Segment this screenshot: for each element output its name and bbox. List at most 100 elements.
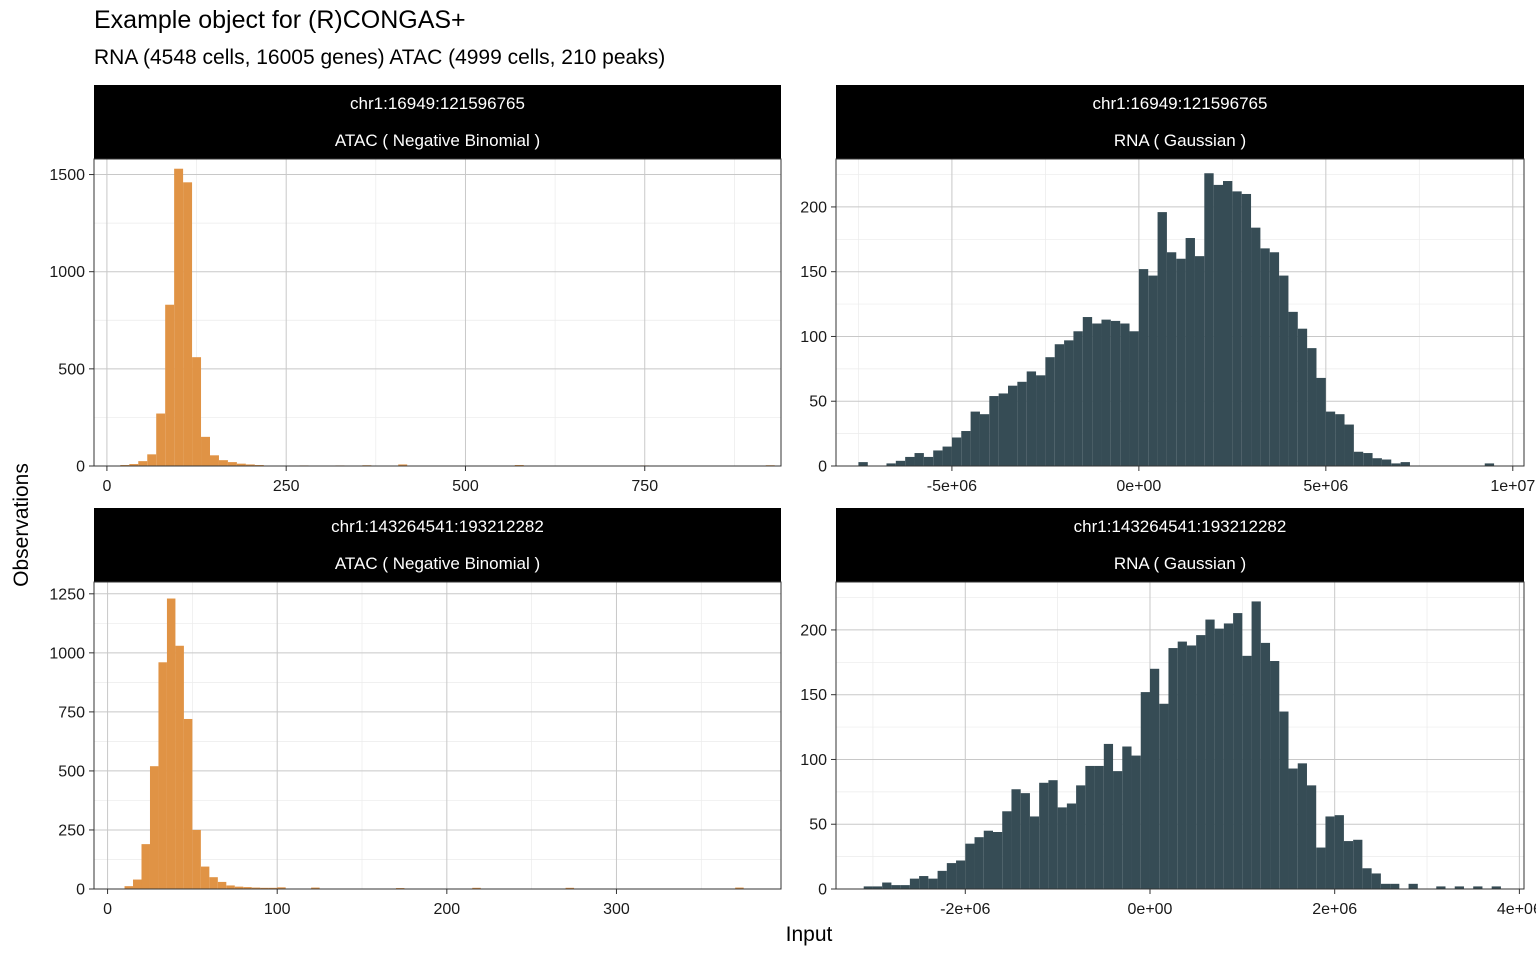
histogram-bar	[398, 464, 408, 466]
strip-segment-label: chr1:143264541:193212282	[331, 517, 544, 536]
histogram-bar	[970, 411, 980, 466]
histogram-bar	[1082, 317, 1093, 466]
histogram-bar	[1026, 371, 1037, 466]
x-tick-label: 5e+06	[1303, 478, 1348, 495]
histogram-bar	[1363, 453, 1373, 466]
histogram-bar	[1223, 181, 1233, 466]
histogram-bar	[227, 462, 237, 466]
histogram-bar	[200, 866, 210, 889]
histogram-bar	[989, 396, 999, 466]
histogram-bar	[735, 887, 744, 889]
histogram-bar	[1064, 340, 1074, 466]
histogram-bar	[1166, 252, 1177, 466]
histogram-bar	[1260, 642, 1271, 889]
strip-panel-3: chr1:143264541:193212282 ATAC ( Negative…	[94, 508, 781, 582]
histogram-bar	[192, 357, 202, 466]
histogram-bar	[218, 460, 228, 466]
histogram-bar	[234, 886, 244, 889]
histogram-bar	[1073, 331, 1083, 466]
y-tick-label: 500	[58, 361, 85, 378]
x-tick-label: 0	[102, 478, 111, 495]
histogram-bar	[1113, 771, 1123, 889]
y-tick-label: 100	[800, 752, 827, 769]
histogram-bar	[1176, 258, 1186, 466]
histogram-bar	[1196, 635, 1206, 889]
histogram-bar	[236, 463, 246, 466]
histogram-bar	[1233, 613, 1243, 889]
histogram-bar	[251, 887, 261, 889]
histogram-bar	[1120, 323, 1130, 466]
histogram-bar	[147, 454, 157, 466]
histogram-bar	[951, 437, 962, 466]
histogram-bar	[217, 881, 227, 889]
histogram-bar	[1335, 414, 1345, 466]
histogram-bar	[1473, 886, 1483, 889]
y-tick-label: 1000	[49, 645, 85, 662]
histogram-bar	[1168, 648, 1178, 889]
histogram-bar	[277, 887, 286, 889]
x-tick-label: -2e+06	[940, 901, 990, 918]
histogram-bar	[1372, 458, 1382, 466]
histogram-bar	[183, 182, 193, 466]
histogram-bar	[1039, 782, 1049, 889]
histogram-bar	[1390, 883, 1400, 889]
histogram-bar	[1103, 743, 1114, 889]
histogram-bar	[1066, 803, 1077, 889]
histogram-bar	[1157, 212, 1167, 466]
histogram-bar	[937, 870, 947, 889]
histogram-bar	[1353, 451, 1364, 466]
histogram-bar	[1002, 811, 1012, 889]
histogram-bar	[1334, 815, 1344, 889]
histogram-bar	[260, 887, 269, 889]
histogram-bar	[245, 464, 255, 466]
x-tick-label: 2e+06	[1312, 901, 1357, 918]
y-tick-label: 150	[800, 264, 827, 281]
strip-panel-4: chr1:143264541:193212282 RNA ( Gaussian …	[836, 508, 1524, 582]
strip-modality-label: ATAC ( Negative Binomial )	[334, 554, 541, 573]
histogram-bar	[1138, 269, 1149, 466]
x-tick-label: 300	[603, 901, 630, 918]
histogram-bar	[946, 863, 957, 889]
histogram-bar	[974, 837, 984, 889]
histogram-bar	[914, 453, 924, 466]
y-tick-label: 750	[58, 704, 85, 721]
histogram-bar	[1454, 886, 1464, 889]
histogram-bar	[1297, 763, 1307, 889]
histogram-bar	[1076, 785, 1086, 889]
histogram-bar	[1353, 839, 1363, 889]
chart-subtitle: RNA (4548 cells, 16005 genes) ATAC (4999…	[94, 46, 666, 69]
histogram-bar	[209, 877, 218, 889]
histogram-bar	[1092, 323, 1102, 466]
histogram-bar	[1307, 348, 1317, 466]
histogram-bar	[1408, 883, 1418, 889]
histogram-bar	[1251, 601, 1261, 889]
histogram-bar	[1110, 320, 1121, 466]
histogram-bar	[1371, 873, 1381, 889]
histogram-bar	[1020, 793, 1030, 889]
histogram-bar	[1048, 780, 1058, 889]
x-tick-label: 500	[452, 478, 479, 495]
y-tick-label: 100	[800, 329, 827, 346]
histogram-bar	[961, 431, 971, 466]
histogram-bar	[1214, 628, 1224, 889]
histogram-bar	[226, 885, 235, 889]
histogram-bar	[1194, 256, 1205, 466]
histogram-bar	[1129, 331, 1139, 466]
histogram-bar	[905, 456, 915, 466]
panel-border	[93, 581, 782, 890]
histogram-bar	[858, 462, 868, 466]
histogram-bar	[1017, 381, 1027, 466]
histogram-bar	[1213, 184, 1223, 466]
strip-modality-label: RNA ( Gaussian )	[1113, 554, 1247, 573]
histogram-bar	[201, 436, 210, 466]
histogram-bar	[1232, 191, 1242, 466]
histogram-bar	[1362, 868, 1372, 889]
histogram-bar	[183, 718, 193, 889]
y-axis-label: Observations	[10, 463, 33, 587]
panel-border	[835, 158, 1525, 467]
histogram-bar	[998, 393, 1008, 466]
x-tick-label: 100	[264, 901, 291, 918]
histogram-bar	[956, 860, 966, 889]
histogram-bar	[942, 446, 952, 466]
histogram-bar	[1400, 462, 1410, 466]
